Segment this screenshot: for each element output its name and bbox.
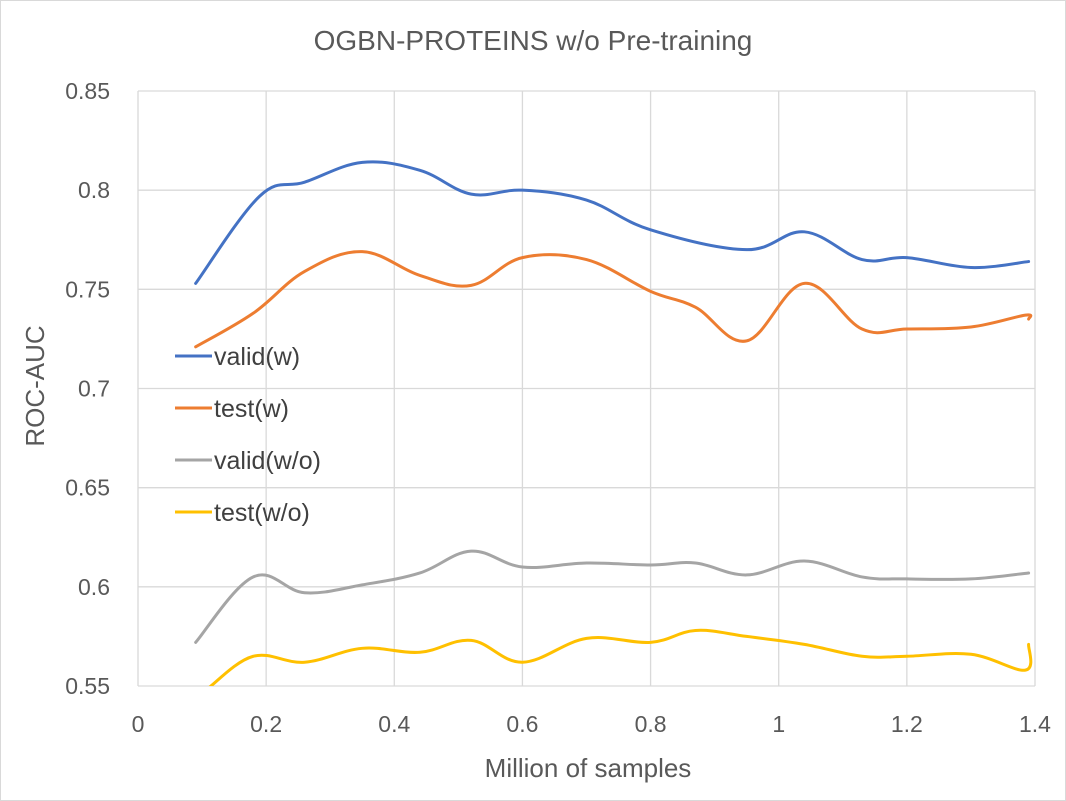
x-tick-label: 0.2	[250, 711, 282, 737]
legend-label-valid-w-o: valid(w/o)	[214, 447, 321, 475]
y-tick-label: 0.75	[65, 276, 110, 302]
series-lines	[194, 160, 1033, 686]
y-tick-label: 0.7	[78, 376, 110, 402]
x-tick-label: 0.8	[635, 711, 667, 737]
y-tick-label: 0.85	[65, 78, 110, 104]
legend-label-valid-w: valid(w)	[214, 343, 300, 371]
x-tick-label: 0	[132, 711, 145, 737]
legend-label-test-w: test(w)	[214, 395, 289, 423]
x-axis-title: Million of samples	[485, 753, 692, 783]
y-tick-label: 0.55	[65, 673, 110, 699]
x-tick-label: 0.6	[506, 711, 538, 737]
x-tick-label: 1.4	[1019, 711, 1051, 737]
series-line-test-w	[194, 250, 1033, 349]
x-tick-label: 1	[772, 711, 785, 737]
x-tick-label: 1.2	[891, 711, 923, 737]
y-tick-label: 0.6	[78, 574, 110, 600]
y-tick-label: 0.65	[65, 475, 110, 501]
series-line-test-w-o	[208, 628, 1033, 686]
y-tick-label: 0.8	[78, 177, 110, 203]
gridlines	[137, 90, 1036, 687]
series-line-valid-w-o	[194, 549, 1031, 644]
legend: valid(w) test(w) valid(w/o) test(w/o)	[175, 343, 321, 527]
tick-labels: 0 0.2 0.4 0.6 0.8 1 1.2 1.4 0.55 0.6 0.65 0.7 0.75 0.…	[65, 78, 1051, 737]
series-line-valid-w	[194, 160, 1031, 285]
legend-label-test-w-o: test(w/o)	[214, 499, 310, 527]
y-axis-title: ROC-AUC	[20, 325, 50, 446]
chart-title: OGBN-PROTEINS w/o Pre-training	[314, 25, 753, 56]
x-tick-label: 0.4	[378, 711, 410, 737]
